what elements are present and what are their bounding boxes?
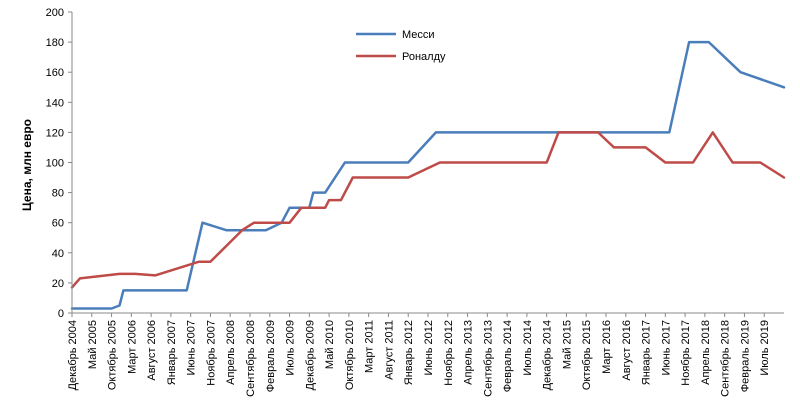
- x-tick-label: Июль 2009: [285, 320, 297, 376]
- legend-label-0: Месси: [402, 29, 435, 41]
- x-tick-label: Май 2010: [324, 320, 336, 369]
- x-tick-label: Май 2015: [561, 320, 573, 369]
- y-tick-label: 160: [46, 67, 64, 79]
- x-tick-label: Февраль 2009: [265, 320, 277, 392]
- y-tick-label: 80: [52, 188, 64, 200]
- x-tick-label: Декабрь 2009: [304, 320, 316, 390]
- y-tick-label: 0: [58, 308, 64, 320]
- legend: Месси Роналду: [356, 29, 446, 63]
- y-axis-ticks: 0 20 40 60 80 100 120 140 160 180 200: [46, 7, 72, 320]
- x-tick-label: Август 2016: [621, 320, 633, 381]
- x-tick-label: Март 2006: [126, 320, 138, 374]
- y-axis-label: Цена, млн евро: [20, 119, 34, 211]
- x-tick-label: Февраль 2019: [739, 320, 751, 392]
- x-tick-label: Январь 2017: [641, 320, 653, 385]
- y-tick-label: 120: [46, 127, 64, 139]
- x-tick-label: Декабрь 2004: [67, 320, 79, 390]
- x-tick-label: Апрель 2008: [225, 320, 237, 385]
- y-tick-label: 60: [52, 218, 64, 230]
- x-tick-label: Сентябрь 2008: [245, 320, 257, 397]
- x-tick-label: Октябрь 2015: [581, 320, 593, 390]
- x-tick-label: Июль 2019: [759, 320, 771, 376]
- x-tick-label: Апрель 2013: [463, 320, 475, 385]
- x-tick-label: Май 2005: [87, 320, 99, 369]
- y-tick-label: 140: [46, 97, 64, 109]
- x-tick-label: Ноябрь 2007: [205, 320, 217, 386]
- x-tick-label: Июнь 2017: [660, 320, 672, 376]
- y-tick-label: 200: [46, 7, 64, 19]
- x-tick-label: Июнь 2007: [186, 320, 198, 376]
- x-tick-label: Июль 2014: [522, 320, 534, 376]
- x-tick-label: Август 2011: [383, 320, 395, 380]
- x-tick-label: Октябрь 2010: [344, 320, 356, 390]
- y-tick-label: 20: [52, 278, 64, 290]
- x-tick-label: Октябрь 2005: [107, 320, 119, 390]
- y-tick-label: 40: [52, 248, 64, 260]
- x-tick-label: Ноябрь 2012: [443, 320, 455, 386]
- x-tick-label: Декабрь 2014: [542, 320, 554, 390]
- x-tick-label: Ноябрь 2017: [680, 320, 692, 386]
- x-tick-label: Август 2006: [146, 320, 158, 381]
- x-axis-ticks: Декабрь 2004 Май 2005 Октябрь 2005 Март 200…: [67, 313, 771, 397]
- x-tick-label: Апрель 2018: [700, 320, 712, 385]
- x-tick-label: Январь 2012: [403, 320, 415, 385]
- legend-label-1: Роналду: [402, 51, 446, 63]
- x-tick-label: Июнь 2012: [423, 320, 435, 376]
- series-line-1: [70, 131, 786, 289]
- x-tick-label: Март 2016: [601, 320, 613, 374]
- x-tick-label: Сентябрь 2018: [720, 320, 732, 397]
- series-lines: [70, 40, 786, 310]
- x-tick-label: Март 2011: [364, 320, 376, 373]
- y-tick-label: 180: [46, 37, 64, 49]
- y-tick-label: 100: [46, 158, 64, 170]
- x-tick-label: Сентябрь 2013: [482, 320, 494, 397]
- x-tick-label: Январь 2007: [166, 320, 178, 385]
- x-tick-label: Февраль 2014: [502, 320, 514, 392]
